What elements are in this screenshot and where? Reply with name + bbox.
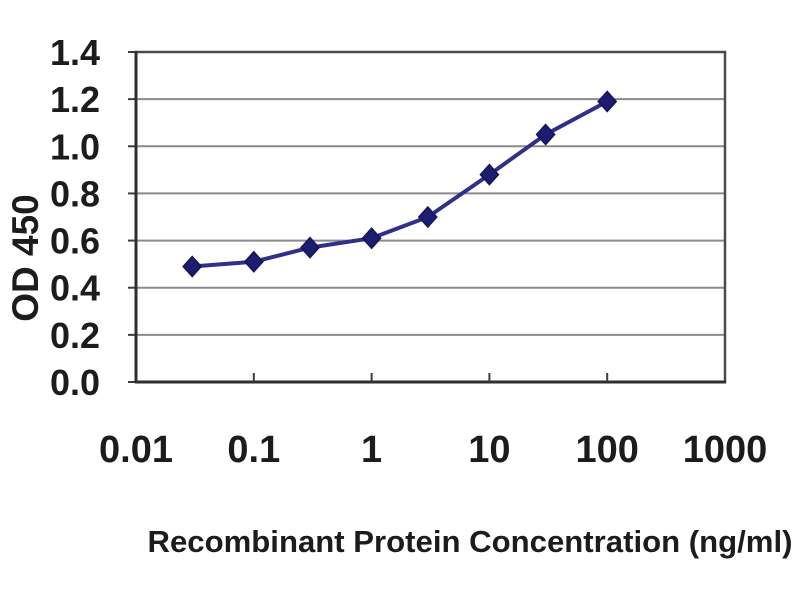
x-tick-label: 1 xyxy=(361,429,382,471)
x-tick-label: 100 xyxy=(575,429,638,471)
x-axis-title: Recombinant Protein Concentration (ng/ml… xyxy=(148,524,793,559)
y-tick-label: 0.0 xyxy=(50,362,100,403)
chart-plot-area: 0.0 0.2 0.4 0.6 0.8 1.0 1.2 1.4 0.01 0.1 1 10 100 100… xyxy=(50,32,767,471)
y-tick-label: 0.4 xyxy=(50,268,100,309)
data-point-marker xyxy=(417,205,438,229)
data-point-marker xyxy=(597,90,618,113)
data-point-marker xyxy=(299,236,321,259)
data-point-marker xyxy=(361,227,382,250)
x-tick-label: 0.1 xyxy=(227,429,280,471)
data-point-marker xyxy=(535,123,556,146)
x-tick-label: 1000 xyxy=(683,429,768,471)
data-point-marker xyxy=(479,163,500,186)
data-point-marker xyxy=(182,255,203,278)
x-tick-label: 10 xyxy=(468,429,510,471)
y-tick-label: 1.2 xyxy=(50,79,100,120)
data-point-marker xyxy=(243,250,264,273)
y-tick-label: 0.8 xyxy=(50,173,100,214)
y-tick-label: 0.6 xyxy=(50,221,100,262)
y-tick-label: 1.0 xyxy=(50,126,100,167)
y-tick-label: 1.4 xyxy=(50,32,100,73)
series-line xyxy=(190,99,610,269)
y-axis-title: OD 450 xyxy=(5,194,46,322)
x-tick-label: 0.01 xyxy=(99,429,173,471)
y-tick-label: 0.2 xyxy=(50,315,100,356)
